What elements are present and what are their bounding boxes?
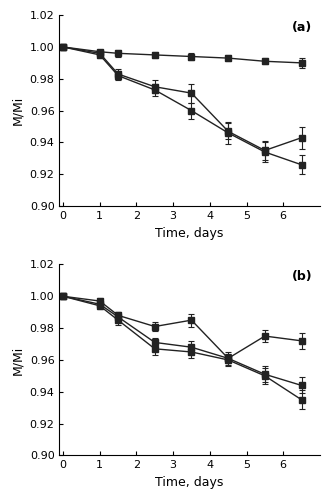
- Y-axis label: M/Mi: M/Mi: [11, 346, 24, 374]
- X-axis label: Time, days: Time, days: [156, 476, 224, 489]
- Text: (a): (a): [292, 21, 312, 34]
- Text: (b): (b): [292, 270, 312, 283]
- Y-axis label: M/Mi: M/Mi: [11, 96, 24, 126]
- X-axis label: Time, days: Time, days: [156, 226, 224, 239]
